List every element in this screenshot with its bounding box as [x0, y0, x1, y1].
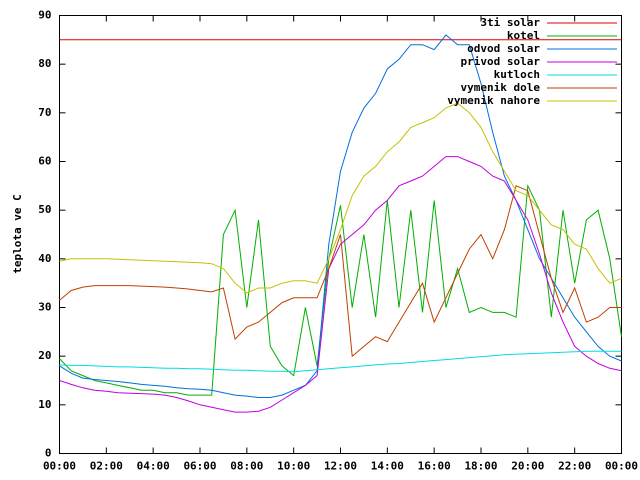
legend-label: kutloch	[494, 68, 540, 81]
x-tick-label: 18:00	[464, 460, 497, 473]
y-tick-label: 70	[38, 106, 51, 119]
series-line	[59, 34, 622, 398]
series-line	[59, 102, 622, 294]
y-tick-label: 90	[38, 9, 51, 22]
series-line	[59, 350, 622, 373]
y-tick-label: 40	[38, 252, 51, 265]
x-tick-label: 02:00	[90, 460, 123, 473]
legend-label: vymenik nahore	[447, 94, 540, 107]
x-tick-label: 06:00	[183, 460, 216, 473]
y-tick-label: 50	[38, 203, 51, 216]
series-line	[59, 183, 622, 396]
x-tick-label: 00:00	[605, 460, 638, 473]
y-tick-label: 10	[38, 398, 51, 411]
y-axis-label: teplota ve C	[11, 194, 24, 273]
legend-label: vymenik dole	[461, 81, 541, 94]
x-tick-label: 16:00	[418, 460, 451, 473]
legend-label: odvod solar	[467, 42, 540, 55]
series-line	[59, 185, 622, 358]
y-tick-label: 0	[45, 447, 52, 460]
x-tick-label: 14:00	[371, 460, 404, 473]
series-line	[59, 156, 622, 413]
legend-label: 3ti solar	[480, 16, 540, 29]
x-tick-label: 08:00	[230, 460, 263, 473]
x-tick-label: 12:00	[324, 460, 357, 473]
legend-label: kotel	[507, 29, 540, 42]
y-tick-label: 30	[38, 301, 51, 314]
x-tick-label: 22:00	[558, 460, 591, 473]
x-tick-label: 00:00	[43, 460, 76, 473]
y-tick-label: 80	[38, 57, 51, 70]
x-tick-label: 10:00	[277, 460, 310, 473]
y-tick-label: 60	[38, 155, 51, 168]
y-tick-label: 20	[38, 349, 51, 362]
x-tick-label: 20:00	[511, 460, 544, 473]
legend-label: privod solar	[461, 55, 541, 68]
x-tick-label: 04:00	[137, 460, 170, 473]
